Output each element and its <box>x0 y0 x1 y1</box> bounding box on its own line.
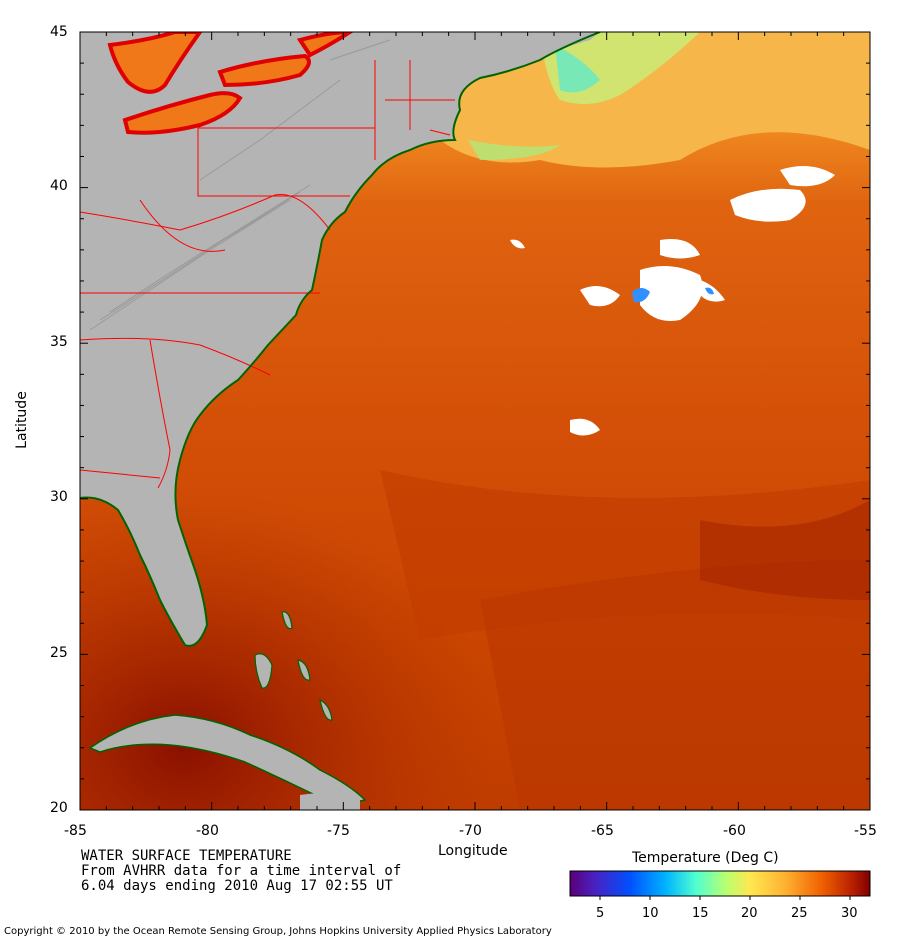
land-bahamas <box>254 611 333 721</box>
colorbar-tick-label: 15 <box>692 906 709 921</box>
colorbar-tick-label: 20 <box>741 906 758 921</box>
cloud-mask <box>510 166 835 436</box>
x-tick-label: -60 <box>723 823 746 839</box>
x-tick-label: -70 <box>459 823 482 839</box>
land-hispaniola <box>300 793 360 810</box>
land-cuba <box>88 714 367 803</box>
axis-tick-marks <box>79 31 871 811</box>
colorbar-tick-marks <box>599 896 851 900</box>
y-tick-label: 45 <box>50 24 68 40</box>
x-tick-label: -75 <box>327 823 350 839</box>
copyright-notice: Copyright © 2010 by the Ocean Remote Sen… <box>4 926 552 937</box>
y-tick-label: 25 <box>50 645 68 661</box>
x-tick-label: -80 <box>196 823 219 839</box>
caption-title: WATER SURFACE TEMPERATURE <box>81 848 292 864</box>
colorbar-tick-label: 30 <box>841 906 858 921</box>
x-tick-label: -85 <box>64 823 87 839</box>
y-tick-label: 30 <box>50 489 68 505</box>
colorbar-tick-label: 10 <box>642 906 659 921</box>
colorbar-tick-label: 5 <box>596 906 605 921</box>
y-tick-label: 35 <box>50 334 68 350</box>
x-axis-label: Longitude <box>438 843 508 859</box>
x-tick-label: -55 <box>854 823 877 839</box>
colorbar <box>569 870 871 897</box>
land-north-america <box>80 32 600 646</box>
x-tick-label: -65 <box>591 823 614 839</box>
cold-cloud-patch <box>632 287 714 303</box>
great-lakes <box>107 32 354 135</box>
map-plot-area <box>80 32 870 810</box>
coastline <box>80 32 601 647</box>
y-tick-label: 40 <box>50 178 68 194</box>
y-tick-label: 20 <box>50 800 68 816</box>
colorbar-title: Temperature (Deg C) <box>632 850 779 866</box>
caption-line: From AVHRR data for a time interval of <box>81 863 402 879</box>
y-axis-label: Latitude <box>13 391 30 449</box>
state-borders <box>80 60 455 489</box>
terrain-relief <box>89 39 391 331</box>
colorbar-tick-label: 25 <box>791 906 808 921</box>
caption-line: 6.04 days ending 2010 Aug 17 02:55 UT <box>81 878 393 894</box>
